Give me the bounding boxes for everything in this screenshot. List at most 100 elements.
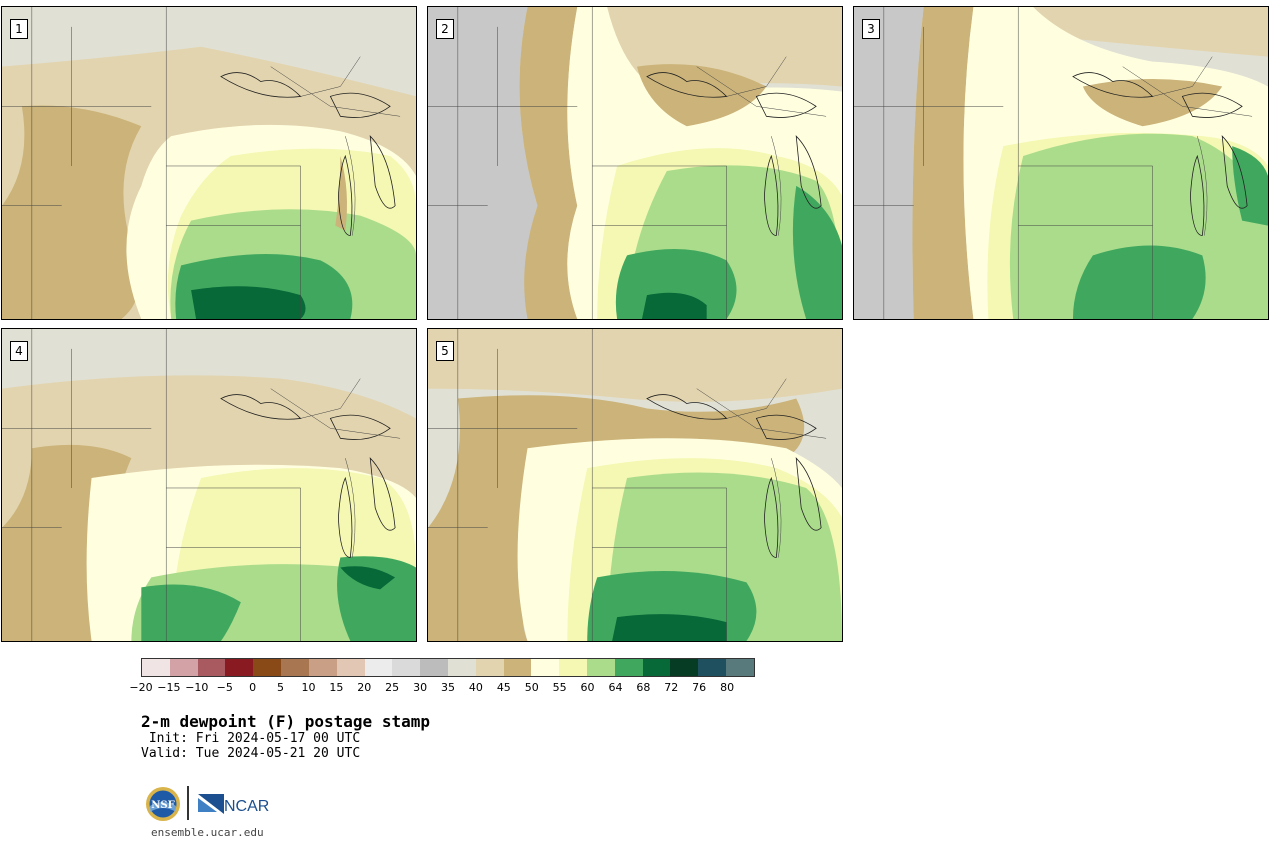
- coastline: [1072, 72, 1154, 98]
- colorbar-tick-label: 0: [249, 681, 257, 694]
- state-border: [696, 388, 827, 439]
- colorbar-swatch: [559, 659, 587, 676]
- state-border: [771, 458, 782, 558]
- colorbar-swatch: [364, 659, 393, 676]
- dewpoint-region: [428, 329, 842, 402]
- init-time: Init: Fri 2024-05-17 00 UTC: [141, 731, 361, 746]
- colorbar-swatch: [475, 659, 504, 676]
- coastline: [755, 92, 817, 118]
- state-border: [270, 388, 401, 439]
- coastline: [646, 394, 728, 420]
- colorbar-tick-label: 35: [441, 681, 455, 694]
- state-border: [1122, 66, 1253, 117]
- map-panel-4: 4: [1, 328, 417, 642]
- dewpoint-region: [335, 156, 347, 231]
- colorbar-swatch: [142, 659, 170, 676]
- panel-label-1: 1: [10, 19, 28, 39]
- colorbar-tick-label: 15: [329, 681, 344, 694]
- coastline: [329, 414, 391, 440]
- state-border: [300, 56, 361, 97]
- colorbar-tick-label: 76: [692, 681, 707, 694]
- colorbar-swatch: [308, 659, 337, 676]
- colorbar: [141, 658, 755, 677]
- dewpoint-map-4: [2, 329, 416, 641]
- colorbar-tick-label: 68: [636, 681, 651, 694]
- colorbar-swatch: [420, 659, 448, 676]
- colorbar-tick-label: 20: [357, 681, 372, 694]
- coastline: [763, 154, 779, 236]
- colorbar-swatch: [169, 659, 198, 676]
- coastline: [1181, 92, 1243, 118]
- colorbar-tick-label: 45: [496, 681, 511, 694]
- dewpoint-region: [1072, 245, 1206, 319]
- colorbar-ticks: −20 −15 −10 −5 0 5 10 15 20 25 30 35 40 45 50 55 60 64 68 7…: [129, 681, 755, 695]
- coastline: [369, 135, 396, 209]
- coastline: [763, 476, 779, 558]
- state-border: [300, 378, 361, 419]
- dewpoint-region: [641, 292, 707, 319]
- dewpoint-region: [1082, 79, 1223, 127]
- dewpoint-map-5: [428, 329, 842, 641]
- map-panel-3: 3: [853, 6, 1269, 320]
- colorbar-tick-label: −15: [157, 681, 181, 694]
- colorbar-swatch: [642, 659, 671, 676]
- colorbar-tick-label: 5: [277, 681, 285, 694]
- nsf-logo-icon: NSF: [146, 787, 180, 821]
- colorbar-swatch: [698, 659, 727, 676]
- colorbar-swatch: [281, 659, 309, 676]
- panel-label-3: 3: [862, 19, 880, 39]
- state-border: [726, 56, 787, 97]
- state-border: [1197, 136, 1208, 236]
- colorbar-tick-label: −5: [216, 681, 233, 694]
- dewpoint-region: [519, 7, 578, 319]
- colorbar-swatch: [587, 659, 615, 676]
- coastline: [329, 92, 391, 118]
- colorbar-swatch: [253, 659, 282, 676]
- state-border: [1152, 56, 1213, 97]
- state-border: [345, 136, 356, 236]
- panel-label-4: 4: [10, 341, 28, 361]
- state-border: [345, 458, 356, 558]
- coastline: [1221, 135, 1248, 209]
- coastline: [795, 135, 822, 209]
- state-border: [696, 66, 827, 117]
- coastline: [220, 72, 302, 98]
- colorbar-tick-label: 80: [720, 681, 735, 694]
- website-link[interactable]: ensemble.ucar.edu: [151, 826, 264, 839]
- colorbar-swatch: [225, 659, 254, 676]
- colorbar-tick-label: 10: [301, 681, 316, 694]
- coastline: [337, 476, 353, 558]
- ncar-logo-text: NCAR: [224, 798, 269, 815]
- dewpoint-region: [340, 566, 396, 590]
- dewpoint-region: [1033, 7, 1268, 57]
- colorbar-tick-label: 30: [413, 681, 428, 694]
- colorbar-swatch: [531, 659, 560, 676]
- colorbar-swatch: [614, 659, 643, 676]
- svg-text:NSF: NSF: [151, 800, 174, 811]
- coastline: [220, 394, 302, 420]
- coastline: [369, 457, 396, 531]
- map-panel-1: 1: [1, 6, 417, 320]
- colorbar-swatch: [336, 659, 365, 676]
- colorbar-tick-label: 64: [608, 681, 623, 694]
- dewpoint-region: [2, 105, 142, 319]
- dewpoint-region: [854, 7, 924, 319]
- colorbar-tick-label: 55: [552, 681, 567, 694]
- coastline: [337, 154, 353, 236]
- state-border: [771, 136, 782, 236]
- coastline: [795, 457, 822, 531]
- panel-label-2: 2: [436, 19, 454, 39]
- dewpoint-region: [612, 614, 727, 641]
- dewpoint-region: [1232, 146, 1268, 226]
- colorbar-tick-label: 72: [664, 681, 679, 694]
- map-panel-5: 5: [427, 328, 843, 642]
- valid-time: Valid: Tue 2024-05-21 20 UTC: [141, 746, 361, 761]
- coastline: [755, 414, 817, 440]
- colorbar-tick-label: −20: [129, 681, 153, 694]
- panel-label-5: 5: [436, 341, 454, 361]
- logos: NSF NCAR: [145, 784, 275, 824]
- colorbar-tick-label: 40: [468, 681, 483, 694]
- dewpoint-region: [428, 7, 538, 319]
- state-border: [726, 378, 787, 419]
- logo-divider: [187, 786, 189, 820]
